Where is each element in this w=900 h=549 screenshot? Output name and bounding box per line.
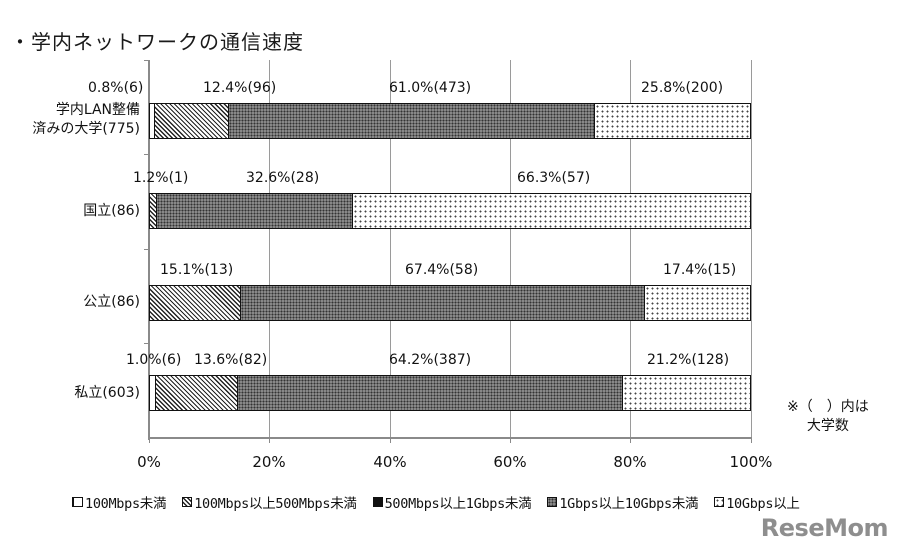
- data-label: 67.4%(58): [405, 262, 479, 278]
- bar-row: [149, 193, 751, 229]
- legend-item: 100Mbps未満: [72, 492, 167, 512]
- legend-swatch-icon: [72, 497, 83, 507]
- gridline-40: [390, 60, 391, 440]
- footnote: ※（ ）内は 大学数: [787, 399, 869, 434]
- category-label-national: 国立(86): [83, 203, 140, 219]
- data-label: 1.0%(6): [126, 352, 182, 368]
- data-label: 0.8%(6): [88, 80, 144, 96]
- bar-segment-dot: [352, 194, 750, 228]
- gridline-100: [751, 60, 752, 440]
- legend-swatch-icon: [547, 497, 558, 507]
- x-tick-label: 20%: [252, 453, 286, 471]
- bar-segment-hatch: [156, 376, 238, 410]
- resemom-logo: ReseMom: [760, 514, 889, 542]
- data-label: 13.6%(82): [194, 352, 268, 368]
- legend-item: 1Gbps以上10Gbps未満: [547, 492, 699, 512]
- y-axis: [148, 60, 150, 440]
- gridline-60: [510, 60, 511, 440]
- bar-segment-dot: [595, 104, 750, 138]
- x-tick-label: 60%: [493, 453, 527, 471]
- bar-segment-dot: [644, 286, 750, 320]
- data-label: 1.2%(1): [133, 170, 189, 186]
- data-label: 21.2%(128): [647, 352, 730, 368]
- legend-item: 500Mbps以上1Gbps未満: [372, 492, 532, 512]
- y-tick: [144, 154, 149, 155]
- x-tick: [269, 437, 270, 443]
- bar-segment-hatch: [154, 104, 230, 138]
- legend-swatch-icon: [372, 497, 383, 507]
- bar-row: [149, 103, 751, 139]
- data-label: 66.3%(57): [517, 170, 591, 186]
- x-tick-label: 0%: [137, 453, 161, 471]
- data-label: 12.4%(96): [203, 80, 277, 96]
- x-tick: [510, 437, 511, 443]
- x-axis: [148, 437, 752, 439]
- y-tick: [144, 249, 149, 250]
- chart-title: ・学内ネットワークの通信速度: [10, 30, 304, 54]
- x-tick: [390, 437, 391, 443]
- x-tick: [751, 437, 752, 443]
- bar-segment-check: [157, 194, 353, 228]
- legend-item: 100Mbps以上500Mbps未満: [182, 492, 357, 512]
- data-label: 17.4%(15): [663, 262, 737, 278]
- x-tick: [149, 437, 150, 443]
- category-label-public: 公立(86): [83, 294, 140, 310]
- data-label: 25.8%(200): [641, 80, 724, 96]
- gridline-80: [630, 60, 631, 440]
- bar-segment-check: [237, 376, 623, 410]
- bar-row: [149, 375, 751, 411]
- data-label: 32.6%(28): [246, 170, 320, 186]
- bar-row: [149, 285, 751, 321]
- x-tick-label: 40%: [373, 453, 407, 471]
- bar-segment-check: [229, 104, 596, 138]
- data-label: 61.0%(473): [389, 80, 472, 96]
- bar-segment-dot: [622, 376, 750, 410]
- legend-item: 10Gbps以上: [714, 492, 800, 512]
- x-tick-label: 80%: [613, 453, 647, 471]
- bar-segment-hatch: [150, 286, 241, 320]
- x-tick: [630, 437, 631, 443]
- legend: 100Mbps未満 100Mbps以上500Mbps未満 500Mbps以上1G…: [72, 492, 800, 512]
- bar-segment-blank: [150, 104, 155, 138]
- y-tick: [144, 343, 149, 344]
- bar-segment-hatch: [150, 194, 158, 228]
- data-label: 15.1%(13): [160, 262, 234, 278]
- bar-segment-check: [240, 286, 645, 320]
- legend-swatch-icon: [182, 497, 193, 507]
- bar-segment-blank: [150, 376, 156, 410]
- y-tick: [144, 60, 149, 61]
- category-label-private: 私立(603): [74, 385, 140, 401]
- gridline-20: [269, 60, 270, 440]
- x-tick-label: 100%: [729, 453, 773, 471]
- category-label-all: 学内LAN整備 済みの大学(775): [32, 102, 140, 137]
- legend-swatch-icon: [714, 497, 725, 507]
- data-label: 64.2%(387): [389, 352, 472, 368]
